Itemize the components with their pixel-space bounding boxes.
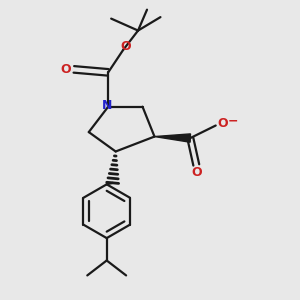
Polygon shape [154,134,190,142]
Text: O: O [192,166,202,179]
Text: N: N [101,99,112,112]
Text: −: − [228,114,238,127]
Text: O: O [121,40,131,53]
Text: O: O [60,63,71,76]
Text: O: O [218,117,229,130]
